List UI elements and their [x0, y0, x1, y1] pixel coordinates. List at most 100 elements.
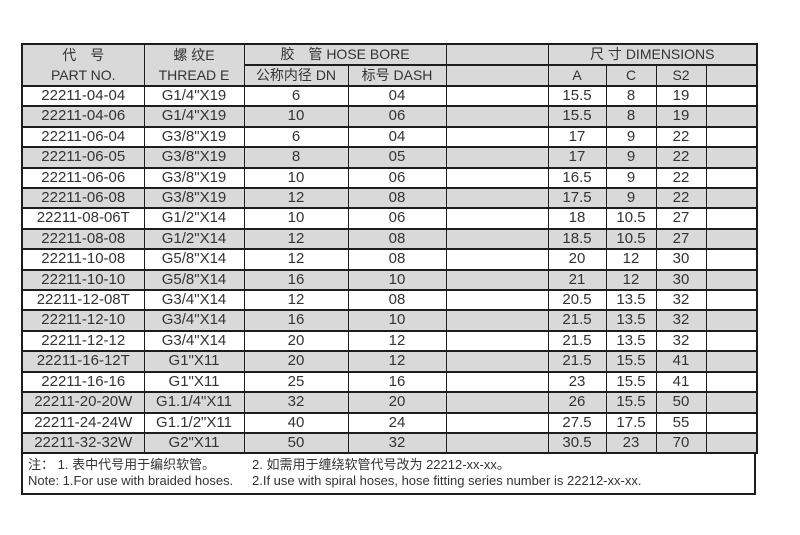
header-spacer-top [445, 43, 549, 65]
cell-part-no: 22211-16-16 [21, 370, 144, 393]
cell-a: 20 [547, 248, 607, 270]
cell-dn: 16 [243, 309, 348, 331]
cell-dn: 8 [243, 146, 348, 168]
cell-dn: 6 [243, 84, 348, 107]
header-dash: 标号 DASH [347, 64, 447, 86]
cell-c: 10.5 [605, 227, 657, 250]
cell-part-no: 22211-08-06T [21, 207, 144, 229]
cell-dash: 04 [347, 84, 447, 107]
cell-dash: 06 [347, 207, 447, 229]
cell-c: 15.5 [605, 350, 657, 372]
table-row: 22211-12-12 G3/4"X14 20 12 21.5 13.5 32 [21, 329, 758, 352]
cell-a: 21.5 [547, 329, 607, 352]
table-row: 22211-16-12T G1"X11 20 12 21.5 15.5 41 [21, 350, 758, 372]
cell-dash: 05 [347, 146, 447, 168]
cell-s2: 22 [655, 187, 707, 209]
cell-spacer-right [705, 125, 758, 148]
cell-spacer-right [705, 248, 758, 270]
cell-a: 23 [547, 370, 607, 393]
cell-thread: G1/4"X19 [143, 105, 244, 127]
cell-s2: 41 [655, 350, 707, 372]
cell-spacer [445, 391, 549, 413]
header-dn: 公称内径 DN [243, 64, 348, 86]
cell-dash: 08 [347, 248, 447, 270]
table-row: 22211-06-05 G3/8"X19 8 05 17 9 22 [21, 146, 758, 168]
cell-spacer-right [705, 84, 758, 107]
cell-s2: 22 [655, 146, 707, 168]
cell-part-no: 22211-08-08 [21, 227, 144, 250]
cell-dn: 32 [243, 391, 348, 413]
cell-dn: 12 [243, 248, 348, 270]
cell-spacer-right [705, 411, 758, 433]
cell-dash: 24 [347, 411, 447, 433]
table-row: 22211-06-04 G3/8"X19 6 04 17 9 22 [21, 125, 758, 148]
cell-spacer-right [705, 309, 758, 331]
cell-spacer [445, 329, 549, 352]
cell-s2: 22 [655, 125, 707, 148]
cell-thread: G1/4"X19 [143, 84, 244, 107]
cell-part-no: 22211-10-10 [21, 268, 144, 291]
cell-a: 17.5 [547, 187, 607, 209]
cell-dn: 10 [243, 105, 348, 127]
cell-s2: 70 [655, 431, 707, 454]
header-hose-bore: 胶 管 HOSE BORE [243, 43, 447, 65]
cell-thread: G2"X11 [143, 431, 244, 454]
cell-thread: G5/8"X14 [143, 268, 244, 291]
notes-box: 注： 1. 表中代号用于编织软管。 2. 如需用于缠绕软管代号改为 22212-… [21, 454, 756, 496]
cell-a: 27.5 [547, 411, 607, 433]
cell-a: 16.5 [547, 166, 607, 189]
cell-part-no: 22211-20-20W [21, 391, 144, 413]
cell-spacer [445, 268, 549, 291]
cell-c: 12 [605, 248, 657, 270]
cell-c: 9 [605, 125, 657, 148]
cell-spacer-right [705, 268, 758, 291]
cell-thread: G3/8"X19 [143, 125, 244, 148]
header-c: C [605, 64, 657, 86]
header-part-no: 代 号 PART NO. [21, 43, 144, 86]
cell-s2: 32 [655, 329, 707, 352]
cell-part-no: 22211-04-06 [21, 105, 144, 127]
cell-s2: 27 [655, 207, 707, 229]
cell-dn: 40 [243, 411, 348, 433]
cell-s2: 22 [655, 166, 707, 189]
cell-c: 9 [605, 166, 657, 189]
table-row: 22211-10-10 G5/8"X14 16 10 21 12 30 [21, 268, 758, 291]
cell-thread: G3/4"X14 [143, 329, 244, 352]
cell-spacer [445, 125, 549, 148]
cell-part-no: 22211-06-06 [21, 166, 144, 189]
cell-a: 17 [547, 146, 607, 168]
cell-s2: 27 [655, 227, 707, 250]
cell-thread: G1"X11 [143, 370, 244, 393]
cell-s2: 19 [655, 84, 707, 107]
note-line-en: Note: 1.For use with braided hoses. 2.If… [23, 473, 754, 489]
cell-a: 21.5 [547, 309, 607, 331]
fittings-table-wrap: 代 号 PART NO. 螺 纹E THREAD E 胶 管 HOSE BORE… [21, 43, 759, 496]
cell-dash: 08 [347, 187, 447, 209]
cell-dash: 16 [347, 370, 447, 393]
header-part-no-cn: 代 号 [62, 47, 105, 63]
note-line-cn: 注： 1. 表中代号用于编织软管。 2. 如需用于缠绕软管代号改为 22212-… [23, 457, 754, 473]
table-row: 22211-32-32W G2"X11 50 32 30.5 23 70 [21, 431, 758, 454]
cell-dash: 08 [347, 227, 447, 250]
cell-thread: G1/2"X14 [143, 227, 244, 250]
table-row: 22211-12-10 G3/4"X14 16 10 21.5 13.5 32 [21, 309, 758, 331]
cell-spacer-right [705, 431, 758, 454]
cell-dash: 08 [347, 289, 447, 311]
cell-a: 30.5 [547, 431, 607, 454]
cell-c: 8 [605, 84, 657, 107]
cell-spacer-right [705, 105, 758, 127]
cell-dash: 10 [347, 268, 447, 291]
cell-a: 20.5 [547, 289, 607, 311]
cell-s2: 41 [655, 370, 707, 393]
cell-thread: G3/8"X19 [143, 187, 244, 209]
table-body: 22211-04-04 G1/4"X19 6 04 15.5 8 19 2221… [21, 84, 758, 454]
cell-part-no: 22211-12-12 [21, 329, 144, 352]
cell-spacer [445, 187, 549, 209]
cell-c: 12 [605, 268, 657, 291]
cell-part-no: 22211-24-24W [21, 411, 144, 433]
cell-a: 17 [547, 125, 607, 148]
cell-thread: G1.1/2"X11 [143, 411, 244, 433]
cell-spacer [445, 309, 549, 331]
table-header: 代 号 PART NO. 螺 纹E THREAD E 胶 管 HOSE BORE… [21, 43, 758, 86]
header-thread-cn: 螺 纹E [173, 47, 215, 63]
